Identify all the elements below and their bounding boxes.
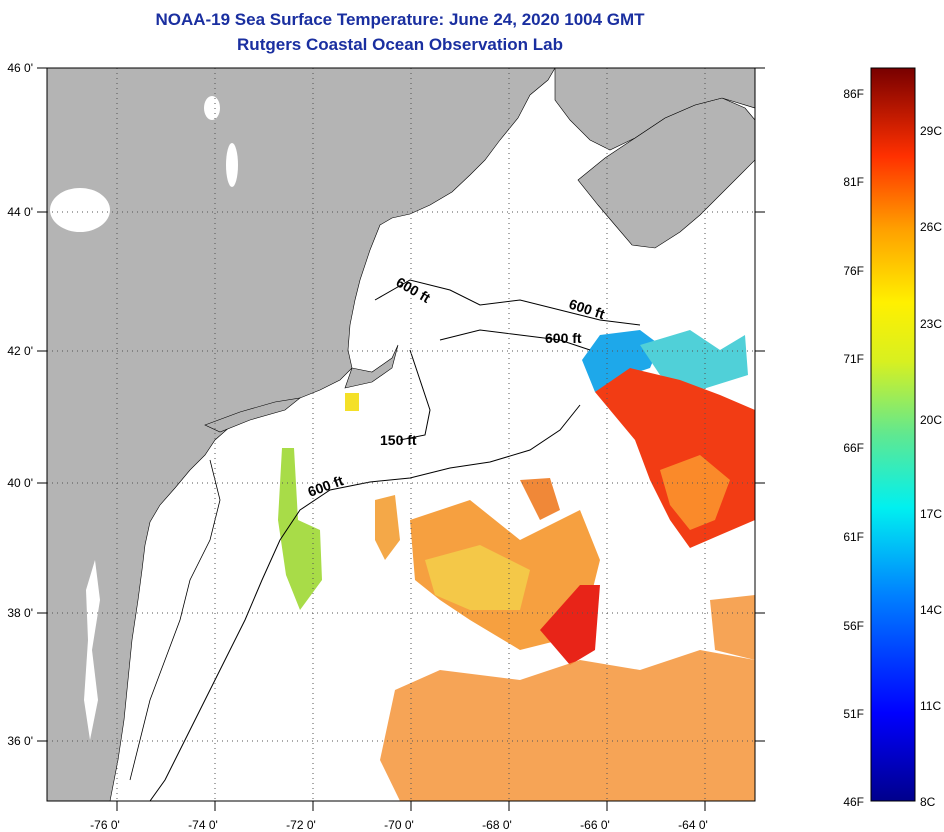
- lat-label: 42 0': [7, 344, 33, 358]
- gridlines: [47, 68, 755, 801]
- sst-patch-68: [375, 495, 400, 560]
- map-subtitle: Rutgers Coastal Ocean Observation Lab: [237, 35, 563, 54]
- lon-label: -76 0': [90, 818, 120, 832]
- lake: [204, 96, 220, 120]
- sst-red-streak: [540, 585, 600, 665]
- lat-label: 38 0': [7, 606, 33, 620]
- lat-label: 44 0': [7, 205, 33, 219]
- lat-label: 40 0': [7, 476, 33, 490]
- lat-label: 46 0': [7, 61, 33, 75]
- colorbar-c-label: 11C: [920, 699, 941, 713]
- land-cape-cod: [344, 344, 399, 389]
- land-long-island: [204, 397, 302, 433]
- colorbar-f-label: 71F: [843, 352, 864, 366]
- lon-label: -72 0': [286, 818, 316, 832]
- colorbar-c-label: 20C: [920, 413, 942, 427]
- colorbar-f-label: 86F: [843, 87, 864, 101]
- contour-600ft-north: [374, 279, 641, 326]
- colorbar-f-label: 76F: [843, 264, 864, 278]
- contour-150ft: [399, 349, 431, 441]
- colorbar-f-label: 46F: [843, 795, 864, 809]
- sst-shelf-strip: [278, 448, 322, 610]
- colorbar-f-label: 56F: [843, 619, 864, 633]
- colorbar-f-label: 66F: [843, 441, 864, 455]
- sst-warm-core: [660, 455, 730, 530]
- colorbar-c-label: 17C: [920, 507, 942, 521]
- map-title: NOAA-19 Sea Surface Temperature: June 24…: [155, 10, 645, 29]
- lake: [226, 143, 238, 187]
- sst-small-patch: [345, 393, 359, 411]
- colorbar-c-label: 23C: [920, 317, 942, 331]
- colorbar-f-label: 51F: [843, 707, 864, 721]
- colorbar-c-label: 14C: [920, 603, 942, 617]
- lat-label: 36 0': [7, 734, 33, 748]
- lon-label: -70 0': [384, 818, 414, 832]
- sst-south-region: [380, 650, 755, 801]
- map-frame: [46, 67, 756, 802]
- lake-ontario: [50, 188, 110, 232]
- colorbar: [870, 67, 916, 802]
- contour-label: 150 ft: [380, 432, 417, 448]
- sst-cyan-patch: [640, 330, 748, 390]
- lon-label: -68 0': [482, 818, 512, 832]
- contour-coast-inner: [129, 459, 221, 781]
- colorbar-f-label: 81F: [843, 175, 864, 189]
- sst-patch-67: [520, 478, 560, 520]
- sst-east-region: [710, 595, 755, 660]
- lon-label: -64 0': [678, 818, 708, 832]
- colorbar-f-label: 61F: [843, 530, 864, 544]
- colorbar-c-label: 8C: [920, 795, 936, 809]
- colorbar-c-label: 26C: [920, 220, 942, 234]
- contour-label: 600 ft: [545, 330, 582, 346]
- sst-yellow-region: [425, 545, 530, 610]
- lon-label: -66 0': [580, 818, 610, 832]
- chesapeake-bay: [84, 560, 100, 740]
- colorbar-c-label: 29C: [920, 124, 942, 138]
- axis-ticks: [37, 67, 765, 811]
- contour-600ft-georges: [439, 329, 591, 351]
- contour-600ft-shelf: [149, 404, 581, 801]
- lon-label: -74 0': [188, 818, 218, 832]
- land-us-mainland: [47, 68, 556, 801]
